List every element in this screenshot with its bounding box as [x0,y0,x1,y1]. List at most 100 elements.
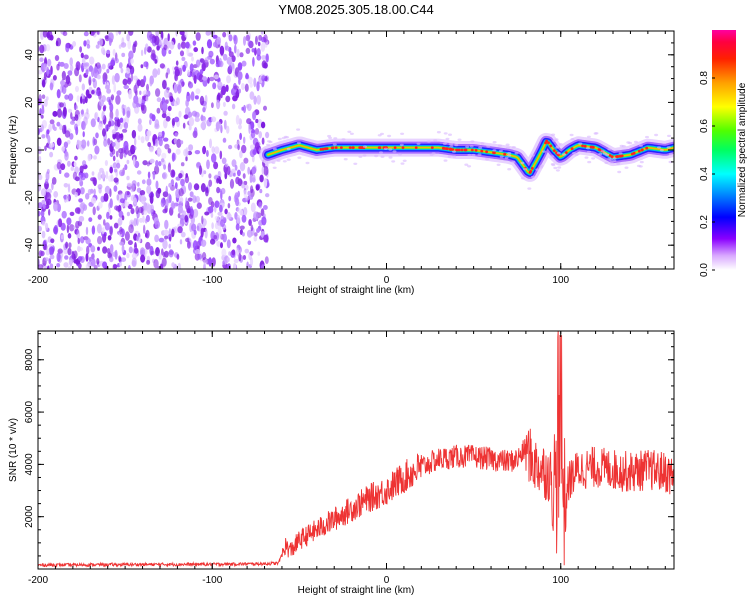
noise-speck [179,239,183,245]
ridge-halo [402,159,407,162]
noise-speck [104,84,110,90]
noise-speck [226,213,232,220]
noise-speck [209,138,212,149]
noise-speck [173,138,177,144]
noise-speck [238,124,242,130]
noise-speck [45,200,50,206]
noise-speck [205,31,211,36]
noise-speck [109,215,113,220]
noise-speck [86,44,91,49]
noise-speck [59,61,65,67]
ridge-halo [426,140,431,143]
noise-speck [168,243,171,249]
noise-speck [254,127,260,135]
noise-speck [251,177,256,183]
noise-speck [51,177,57,185]
ridge-halo [609,161,614,164]
ridge-halo [612,159,617,162]
noise-speck [195,32,201,41]
ridge-peak [319,148,323,151]
noise-speck [255,184,260,191]
noise-speck [102,128,106,137]
noise-speck [184,31,188,38]
noise-speck [247,76,253,84]
noise-speck [165,116,171,122]
ridge-halo [556,151,561,155]
noise-speck [49,119,55,125]
noise-speck [191,223,197,232]
noise-speck [243,136,246,144]
noise-speck [82,62,89,67]
noise-speck [202,145,207,155]
ridge-halo [485,157,489,161]
noise-speck [260,42,266,52]
noise-speck [116,118,121,128]
noise-speck [133,218,137,227]
noise-speck [236,169,241,177]
noise-speck [146,83,149,92]
noise-speck [161,257,167,267]
noise-speck [214,200,220,208]
noise-speck [90,245,96,253]
noise-speck [66,224,70,234]
noise-speck [43,244,48,251]
noise-speck [163,118,168,129]
noise-speck [253,235,258,242]
noise-speck [167,193,172,204]
noise-speck [236,247,240,257]
noise-speck [236,48,240,58]
noise-speck [91,89,95,95]
noise-speck [38,264,44,269]
ridge-halo [480,142,485,145]
noise-speck [154,119,160,128]
noise-speck [149,194,154,204]
ridge-halo [469,145,474,148]
noise-speck [64,94,69,100]
ridge-halo [392,150,397,153]
noise-speck [175,148,181,155]
ridge-halo [542,150,546,153]
noise-speck [199,69,204,75]
noise-speck [168,249,174,258]
noise-speck [211,222,214,230]
noise-speck [76,95,80,103]
noise-speck [39,57,44,62]
noise-speck [48,258,52,265]
noise-speck [248,124,251,134]
ridge-halo [520,161,525,165]
noise-speck [237,71,243,81]
noise-speck [127,39,131,50]
ridge-halo [557,166,562,169]
ridge-halo [612,157,617,160]
noise-speck [227,203,231,209]
ridge-peak [570,147,574,151]
noise-speck [67,70,73,76]
noise-speck [180,41,187,49]
noise-speck [199,95,205,106]
noise-speck [205,187,209,197]
ridge-peak [645,146,649,150]
noise-speck [126,175,130,181]
noise-speck [177,262,182,269]
noise-speck [80,172,86,181]
ridge-halo [586,147,590,150]
noise-speck [79,46,82,53]
noise-speck [239,225,245,230]
noise-speck [48,142,55,148]
spectrogram-xlabel: Height of straight line (km) [298,285,415,296]
ridge-halo [553,166,558,170]
noise-speck [72,41,77,47]
noise-speck [49,82,54,91]
noise-speck [88,256,92,262]
noise-speck [123,122,129,129]
noise-speck [90,197,97,204]
ridge-halo [617,170,622,174]
noise-speck [186,91,190,96]
ridge-halo [272,166,277,169]
noise-speck [152,68,158,78]
ridge-halo [282,160,287,163]
noise-speck [167,33,170,42]
ridge-halo [666,146,671,149]
snr-ytick-label: 8000 [24,348,35,371]
noise-speck [80,187,85,195]
